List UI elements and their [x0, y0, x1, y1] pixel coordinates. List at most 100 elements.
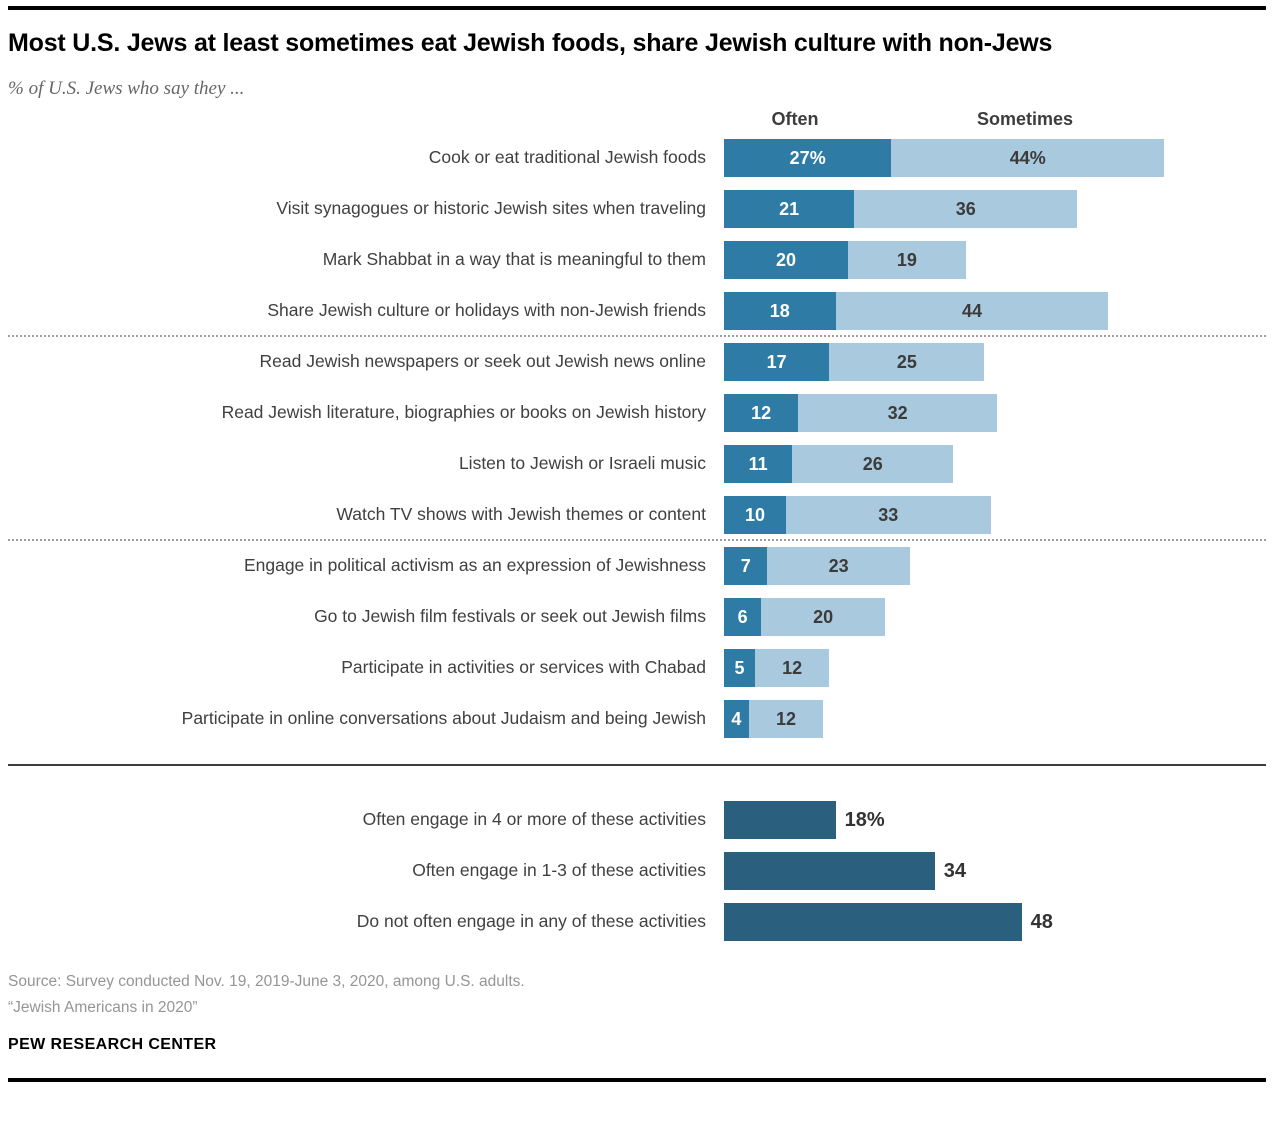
source-line-2: “Jewish Americans in 2020” [8, 999, 198, 1016]
category-label: Read Jewish literature, biographies or b… [221, 402, 706, 423]
source-note: Source: Survey conducted Nov. 19, 2019-J… [8, 969, 1266, 1021]
summary-bar-segment [724, 903, 1022, 941]
sometimes-value: 12 [782, 657, 803, 678]
often-value: 21 [779, 198, 800, 219]
often-bar-segment: 5 [724, 649, 755, 687]
sometimes-value: 25 [896, 351, 917, 372]
often-value: 7 [740, 555, 751, 576]
page-title: Most U.S. Jews at least sometimes eat Je… [8, 29, 1053, 57]
group-divider-dotted [8, 335, 1266, 337]
often-bar-segment: 12 [724, 394, 799, 432]
often-value: 10 [744, 504, 766, 525]
page-subtitle: % of U.S. Jews who say they ... [8, 78, 245, 99]
stacked-bar: 10 33 [724, 496, 991, 534]
category-label: Listen to Jewish or Israeli music [458, 453, 706, 474]
sometimes-value: 36 [955, 198, 976, 219]
sometimes-value: 33 [878, 504, 899, 525]
often-bar-segment: 17 [724, 343, 830, 381]
chart-row: Read Jewish newspapers or seek out Jewis… [0, 343, 1274, 381]
often-value: 5 [734, 657, 745, 678]
sometimes-bar-segment: 23 [767, 547, 910, 585]
chart-row: Read Jewish literature, biographies or b… [0, 394, 1274, 432]
sometimes-bar-segment: 36 [854, 190, 1078, 228]
often-bar-segment: 20 [724, 241, 848, 279]
stacked-bar: 12 32 [724, 394, 997, 432]
category-label: Mark Shabbat in a way that is meaningful… [322, 249, 706, 270]
sometimes-value: 23 [828, 555, 849, 576]
summary-row: Often engage in 1-3 of these activities … [0, 852, 1274, 890]
sometimes-bar-segment: 19 [848, 241, 966, 279]
chart-row: Listen to Jewish or Israeli music 11 26 [0, 445, 1274, 483]
legend: Often Sometimes [0, 109, 1274, 135]
sometimes-bar-segment: 26 [792, 445, 954, 483]
stacked-bar: 27% 44% [724, 139, 1165, 177]
category-label: Participate in activities or services wi… [341, 657, 706, 678]
often-value: 20 [775, 249, 797, 270]
sometimes-value: 44% [1009, 147, 1046, 168]
summary-bar-segment [724, 801, 836, 839]
category-label: Share Jewish culture or holidays with no… [267, 300, 706, 321]
summary-bar [724, 801, 836, 839]
sometimes-value: 12 [775, 708, 796, 729]
stacked-bar: 7 23 [724, 547, 910, 585]
summary-bar-chart: Often engage in 4 or more of these activ… [0, 801, 1274, 941]
stacked-bar: 11 26 [724, 445, 954, 483]
chart-row: Mark Shabbat in a way that is meaningful… [0, 241, 1274, 279]
sometimes-bar-segment: 12 [755, 649, 830, 687]
chart-row: Cook or eat traditional Jewish foods 27%… [0, 139, 1274, 177]
top-border-rule [8, 6, 1266, 10]
sometimes-bar-segment: 32 [798, 394, 997, 432]
sometimes-bar-segment: 25 [829, 343, 985, 381]
sometimes-bar-segment: 12 [748, 700, 824, 738]
often-value: 6 [737, 606, 748, 627]
sometimes-bar-segment: 44 [835, 292, 1109, 330]
sometimes-bar-segment: 33 [786, 496, 991, 534]
stacked-bar: 18 44 [724, 292, 1109, 330]
sometimes-bar-segment: 44% [891, 139, 1165, 177]
category-label: Engage in political activism as an expre… [243, 555, 706, 576]
often-bar-segment: 27% [724, 139, 892, 177]
often-bar-segment: 10 [724, 496, 786, 534]
summary-bar [724, 903, 1022, 941]
sometimes-value: 19 [896, 249, 917, 270]
summary-row: Often engage in 4 or more of these activ… [0, 801, 1274, 839]
chart-row: Go to Jewish film festivals or seek out … [0, 598, 1274, 636]
stacked-bar: 20 19 [724, 241, 966, 279]
summary-bar-segment [724, 852, 935, 890]
summary-row: Do not often engage in any of these acti… [0, 903, 1274, 941]
often-value: 27% [789, 147, 826, 168]
category-label: Go to Jewish film festivals or seek out … [314, 606, 706, 627]
group-divider-dotted [8, 539, 1266, 541]
often-value: 12 [751, 402, 772, 423]
summary-value: 34 [943, 859, 967, 882]
stacked-bar: 6 20 [724, 598, 886, 636]
category-label: Participate in online conversations abou… [181, 708, 706, 729]
summary-category-label: Do not often engage in any of these acti… [356, 911, 706, 932]
sometimes-value: 32 [887, 402, 908, 423]
often-bar-segment: 18 [724, 292, 836, 330]
brand-pew-research-center: PEW RESEARCH CENTER [8, 1036, 217, 1053]
often-value: 11 [748, 453, 768, 474]
category-label: Read Jewish newspapers or seek out Jewis… [259, 351, 707, 372]
section-divider-rule [8, 764, 1266, 766]
chart-row: Engage in political activism as an expre… [0, 547, 1274, 585]
often-bar-segment: 21 [724, 190, 855, 228]
often-value: 17 [766, 351, 787, 372]
chart-row: Visit synagogues or historic Jewish site… [0, 190, 1274, 228]
category-label: Watch TV shows with Jewish themes or con… [336, 504, 706, 525]
sometimes-value: 44 [961, 300, 982, 321]
stacked-bar-chart: Cook or eat traditional Jewish foods 27%… [0, 139, 1274, 738]
sometimes-value: 20 [813, 606, 834, 627]
bottom-border-rule [8, 1078, 1266, 1082]
sometimes-bar-segment: 20 [761, 598, 886, 636]
legend-label-sometimes: Sometimes [976, 109, 1074, 129]
stacked-bar: 21 36 [724, 190, 1078, 228]
summary-category-label: Often engage in 4 or more of these activ… [362, 809, 706, 830]
stacked-bar: 17 25 [724, 343, 985, 381]
source-line-1: Source: Survey conducted Nov. 19, 2019-J… [8, 973, 525, 990]
often-bar-segment: 4 [724, 700, 749, 738]
often-bar-segment: 7 [724, 547, 768, 585]
stacked-bar: 4 12 [724, 700, 824, 738]
category-label: Visit synagogues or historic Jewish site… [276, 198, 706, 219]
chart-row: Share Jewish culture or holidays with no… [0, 292, 1274, 330]
